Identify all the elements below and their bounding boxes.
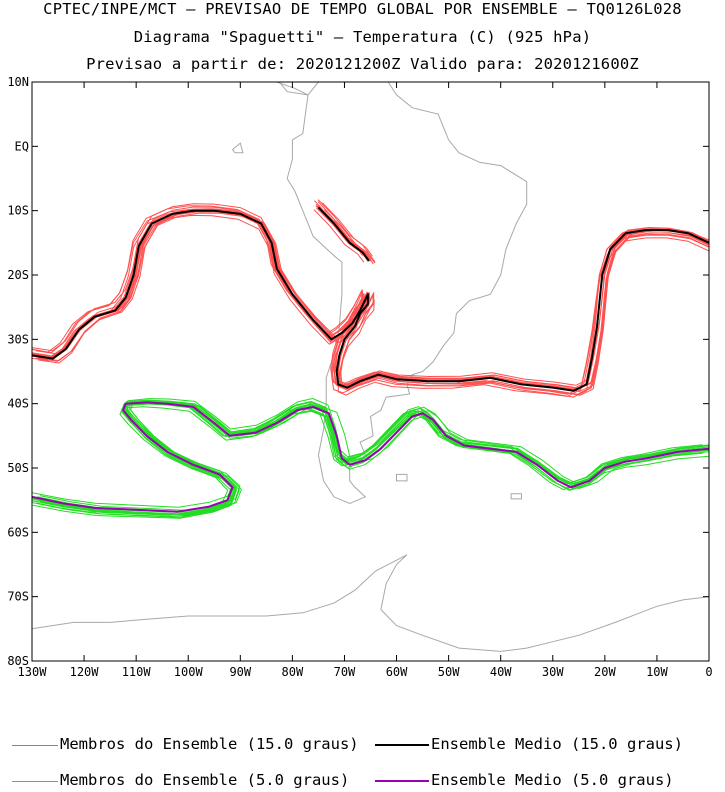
ensemble-member-line <box>39 401 709 511</box>
legend-label-mean-15: Ensemble Medio (15.0 graus) <box>431 735 683 753</box>
legend-swatch-members-5 <box>12 781 58 782</box>
y-tick-label: 50S <box>7 461 29 475</box>
ensemble-means <box>32 206 709 513</box>
x-tick-label: 50W <box>438 665 460 679</box>
legend-swatch-mean-15 <box>375 744 429 746</box>
y-tick-label: 40S <box>7 397 29 411</box>
axes: 130W 120W 110W 100W 90W 80W 70W 60W 50W 40W 30W 20W… <box>7 75 712 679</box>
ensemble-member-line <box>32 208 709 397</box>
x-tick-label: 130W <box>18 665 48 679</box>
ensemble-member-line <box>32 205 709 395</box>
y-tick-label: 80S <box>7 654 29 668</box>
map-background <box>32 82 709 652</box>
island-coastline <box>510 493 522 500</box>
y-tick-label: 60S <box>7 525 29 539</box>
y-tick-label: 30S <box>7 332 29 346</box>
ensemble-member-line <box>39 399 704 516</box>
x-tick-label: 120W <box>70 665 100 679</box>
legend-label-members-5: Membros do Ensemble (5.0 graus) <box>60 771 350 789</box>
ensemble-member-line <box>32 211 705 392</box>
legend-swatch-mean-5 <box>375 780 429 782</box>
ensemble-member-line <box>313 209 365 263</box>
legend-label-members-15: Membros do Ensemble (15.0 graus) <box>60 735 359 753</box>
x-tick-label: 110W <box>122 665 152 679</box>
x-tick-label: 70W <box>334 665 356 679</box>
chart-title-line2: Diagrama "Spaguetti" – Temperatura (C) (… <box>133 28 592 46</box>
island-coastline <box>231 142 244 154</box>
x-tick-label: 60W <box>386 665 408 679</box>
ensemble-member-line <box>33 406 709 515</box>
x-tick-label: 20W <box>594 665 616 679</box>
y-tick-label: 20S <box>7 268 29 282</box>
x-tick-label: 40W <box>490 665 512 679</box>
y-tick-label: 70S <box>7 590 29 604</box>
legend-swatch-members-15 <box>12 745 58 746</box>
x-tick-label: 80W <box>282 665 304 679</box>
x-tick-label: 100W <box>174 665 204 679</box>
ensemble-member-line <box>321 209 376 264</box>
ensemble-member-line <box>36 402 709 518</box>
ensemble-member-line <box>317 199 369 254</box>
south-america-coastline <box>286 82 528 504</box>
y-tick-label: 10S <box>7 204 29 218</box>
y-tick-label: 10N <box>7 75 29 89</box>
x-tick-label: 10W <box>646 665 668 679</box>
x-tick-label: 0 <box>705 665 712 679</box>
chart-title-line3: Previsao a partir de: 2020121200Z Valido… <box>86 55 639 73</box>
legend-label-mean-5: Ensemble Medio (5.0 graus) <box>431 771 674 789</box>
antarctica-coastline <box>32 554 709 652</box>
x-tick-label: 90W <box>229 665 251 679</box>
ensemble-member-line <box>321 202 373 257</box>
x-tick-label: 30W <box>542 665 564 679</box>
plot-frame <box>31 81 710 662</box>
ensemble-member-line <box>324 209 376 263</box>
ensemble-mean-5-line <box>32 401 709 513</box>
ensemble-mean-15-line <box>317 206 370 262</box>
ensemble-mean-15-line <box>32 209 709 392</box>
chart-title-line1: CPTEC/INPE/MCT – PREVISAO DE TEMPO GLOBA… <box>43 0 682 18</box>
island-coastline <box>396 473 408 482</box>
ensemble-member-line <box>38 402 709 515</box>
y-tick-label: EQ <box>15 139 29 153</box>
ensemble-member-line <box>35 210 709 390</box>
